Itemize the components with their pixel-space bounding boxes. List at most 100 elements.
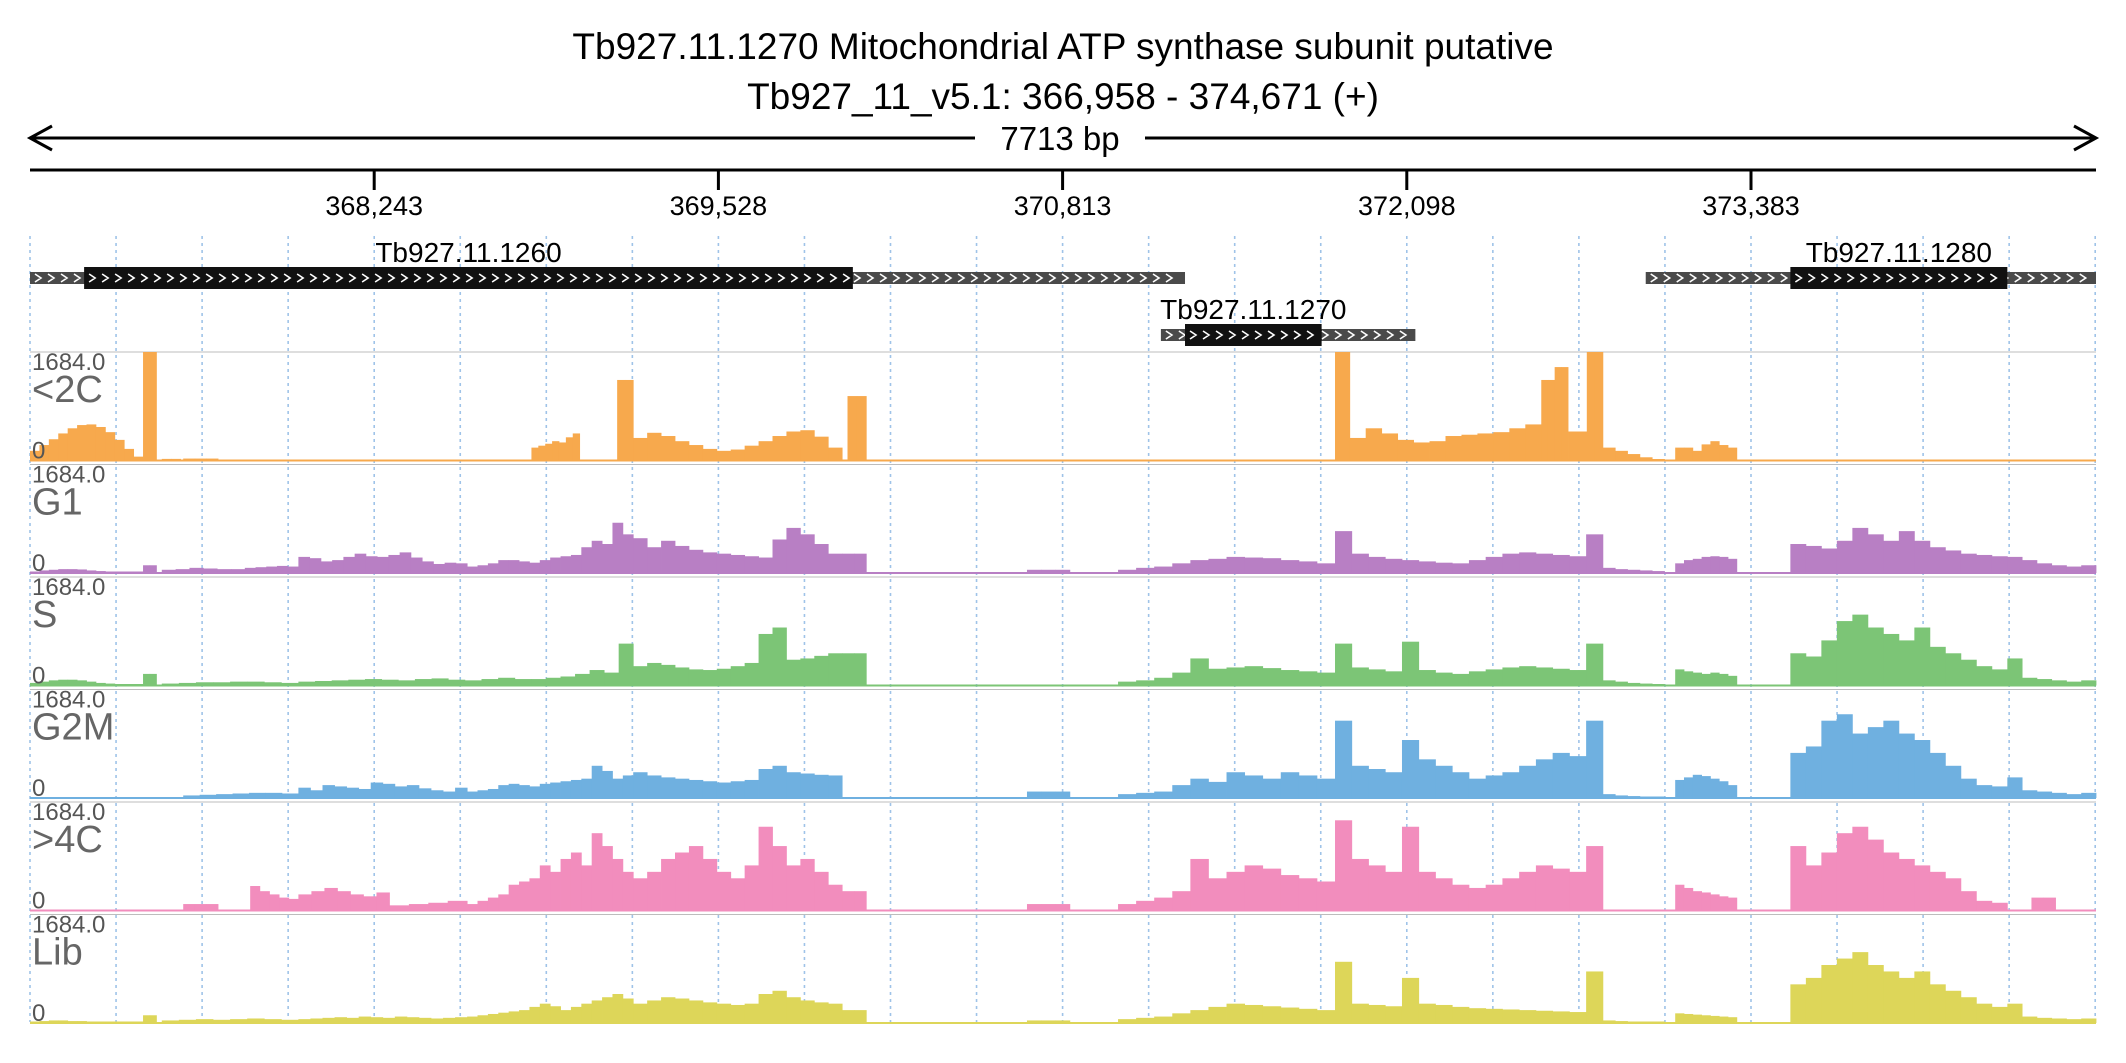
coverage-bar <box>266 566 278 573</box>
coverage-bar <box>1652 1021 1665 1023</box>
coverage-bar <box>1401 826 1420 911</box>
coverage-bar <box>1710 556 1720 573</box>
coverage-bar <box>281 1019 299 1023</box>
coverage-bar <box>298 681 316 686</box>
coverage-bar <box>1914 740 1931 798</box>
coverage-bar <box>1586 352 1596 461</box>
coverage-bar <box>199 794 217 798</box>
coverage-bar <box>1298 671 1318 686</box>
coverage-bar <box>730 666 746 686</box>
coverage-bar <box>498 1012 510 1023</box>
coverage-bar <box>1586 846 1604 911</box>
coverage-bar <box>175 569 190 573</box>
coverage-bar <box>388 554 401 573</box>
coverage-bar <box>1452 1006 1470 1023</box>
coverage-bar <box>1821 965 1838 1023</box>
coverage-bar <box>1351 858 1369 911</box>
coverage-bar <box>647 1000 662 1023</box>
coverage-bar <box>702 552 718 573</box>
coverage-bar <box>647 547 662 573</box>
coverage-bar <box>661 777 676 798</box>
coverage-bar <box>1852 527 1869 573</box>
coverage-bar <box>30 682 40 686</box>
coverage-bar <box>183 904 196 911</box>
coverage-bar <box>487 563 499 573</box>
coverage-bar <box>519 881 530 911</box>
coverage-bar <box>1418 561 1436 573</box>
coverage-bar <box>1727 785 1738 798</box>
track-ymin-label: 0 <box>32 775 45 802</box>
coverage-bar <box>1883 720 1900 798</box>
coverage-bar <box>1368 1004 1386 1023</box>
coverage-bar <box>264 682 282 686</box>
coverage-bar <box>1652 796 1665 798</box>
coverage-bar <box>688 1000 704 1023</box>
coverage-bar <box>539 1003 551 1023</box>
coverage-bar <box>591 540 603 573</box>
coverage-bar <box>281 793 299 798</box>
coverage-bar <box>1883 971 1900 1023</box>
coverage-bar <box>2036 679 2053 686</box>
coverage-bar <box>143 1015 151 1023</box>
coverage-bar <box>443 791 456 798</box>
coverage-bar <box>1535 1010 1554 1023</box>
coverage-bar <box>1602 794 1616 798</box>
coverage-bar <box>716 1003 732 1023</box>
coverage-bar <box>1719 896 1729 911</box>
coverage-bar <box>1929 984 1946 1023</box>
coverage-bar <box>1468 560 1487 573</box>
coverage-bar <box>716 871 732 911</box>
coverage-bar <box>612 994 624 1023</box>
coverage-bar <box>133 1021 144 1023</box>
coverage-bar <box>1335 531 1353 573</box>
coverage-bar <box>1041 1020 1056 1023</box>
coverage-bar <box>702 448 718 461</box>
coverage-bar <box>744 556 759 573</box>
coverage-bar <box>406 785 420 798</box>
coverage-bar <box>744 662 759 686</box>
coverage-bar <box>1675 779 1685 798</box>
coverage-bar <box>183 795 201 798</box>
coverage-bar <box>195 682 214 686</box>
coverage-bar <box>828 884 843 911</box>
track-name: Lib <box>32 932 83 974</box>
coverage-bar <box>1569 756 1587 798</box>
coverage-bar <box>105 571 116 573</box>
coverage-bar <box>1519 765 1537 798</box>
coverage-bar <box>1226 556 1246 573</box>
coverage-bar <box>1852 733 1869 798</box>
coverage-bar <box>1262 1006 1282 1023</box>
coverage-bar <box>1675 1013 1685 1023</box>
coverage-bar <box>394 1016 408 1023</box>
coverage-bar <box>800 1000 815 1023</box>
coverage-bar <box>570 852 582 911</box>
coverage-bar <box>1569 670 1587 686</box>
coverage-bar <box>1055 569 1071 573</box>
coverage-bar <box>2066 1019 2082 1023</box>
coverage-bar <box>171 458 181 461</box>
coverage-bar <box>1898 977 1915 1023</box>
coverage-bar <box>581 1003 593 1023</box>
coverage-bar <box>1136 680 1155 686</box>
coverage-bar <box>430 1018 444 1023</box>
coverage-bar <box>410 557 423 573</box>
coverage-bar <box>487 897 499 911</box>
coverage-bar <box>647 871 662 911</box>
coverage-bar <box>602 846 613 911</box>
coverage-bar <box>842 1010 855 1023</box>
coverage-bar <box>365 556 378 573</box>
coverage-bar <box>86 424 97 461</box>
coverage-bar <box>1805 746 1822 798</box>
coverage-bar <box>1172 1013 1191 1023</box>
coverage-bar <box>1262 668 1282 686</box>
coverage-bar <box>1351 667 1369 686</box>
coverage-bar <box>633 878 648 911</box>
coverage-bar <box>1960 778 1977 798</box>
coverage-bar <box>48 680 59 686</box>
coverage-bar <box>370 1017 384 1023</box>
coverage-bar <box>2022 790 2038 798</box>
coverage-bar <box>622 998 634 1023</box>
span-arrow-right <box>2073 124 2100 152</box>
